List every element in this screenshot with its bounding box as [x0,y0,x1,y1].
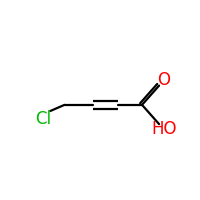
Text: Cl: Cl [35,110,51,128]
Text: O: O [157,71,170,89]
Text: HO: HO [151,120,176,138]
